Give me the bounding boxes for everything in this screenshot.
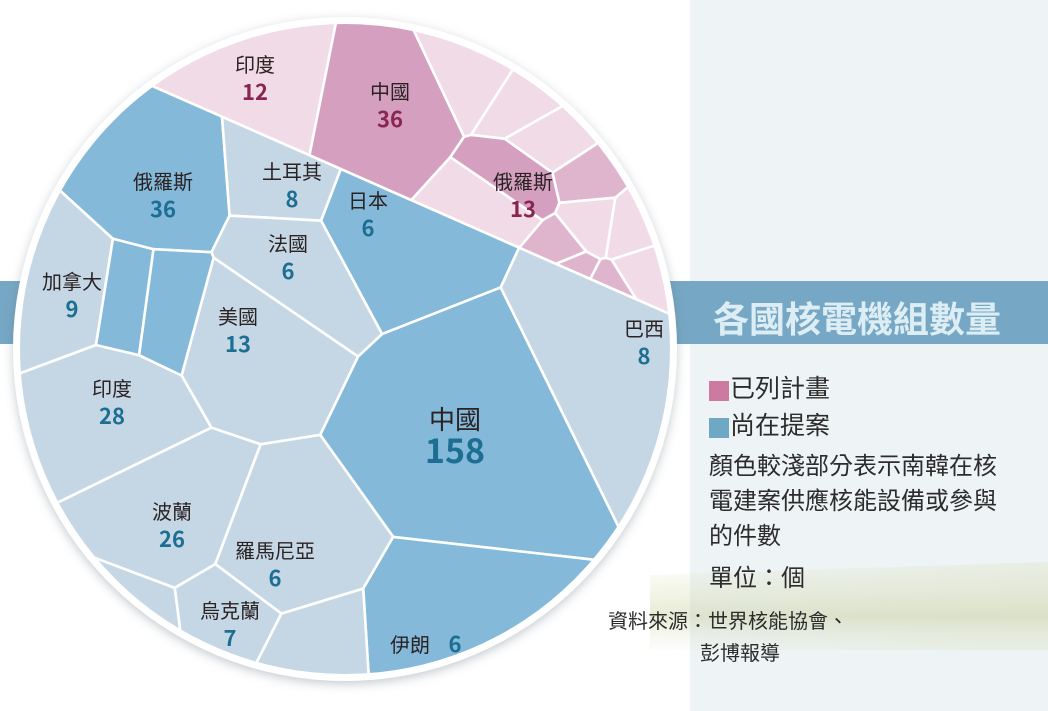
svg-text:波蘭: 波蘭 — [152, 496, 192, 525]
svg-text:美國: 美國 — [218, 301, 258, 330]
svg-text:158: 158 — [425, 424, 485, 473]
svg-text:28: 28 — [99, 399, 125, 431]
svg-text:日本: 日本 — [348, 185, 388, 214]
svg-text:13: 13 — [510, 192, 536, 224]
svg-text:36: 36 — [377, 102, 403, 134]
svg-text:巴西: 巴西 — [624, 313, 664, 342]
svg-text:俄羅斯: 俄羅斯 — [493, 166, 553, 195]
svg-text:7: 7 — [224, 621, 237, 653]
svg-text:羅馬尼亞: 羅馬尼亞 — [235, 535, 315, 564]
svg-text:6: 6 — [362, 211, 375, 243]
svg-text:法國: 法國 — [268, 228, 308, 257]
svg-text:8: 8 — [638, 339, 651, 371]
svg-text:36: 36 — [150, 192, 176, 224]
svg-text:土耳其: 土耳其 — [262, 156, 322, 185]
svg-text:13: 13 — [225, 327, 251, 359]
svg-text:伊朗: 伊朗 — [390, 629, 430, 658]
svg-text:9: 9 — [66, 292, 79, 324]
svg-text:12: 12 — [242, 75, 268, 107]
svg-text:中國: 中國 — [370, 76, 410, 105]
svg-text:印度: 印度 — [92, 373, 132, 402]
svg-text:6: 6 — [269, 561, 282, 593]
svg-text:8: 8 — [286, 182, 299, 214]
svg-text:6: 6 — [282, 254, 295, 286]
svg-text:烏克蘭: 烏克蘭 — [200, 595, 260, 624]
svg-text:印度: 印度 — [235, 49, 275, 78]
svg-text:26: 26 — [159, 522, 185, 554]
svg-text:俄羅斯: 俄羅斯 — [133, 166, 193, 195]
svg-text:加拿大: 加拿大 — [42, 266, 102, 295]
svg-text:6: 6 — [449, 627, 462, 659]
